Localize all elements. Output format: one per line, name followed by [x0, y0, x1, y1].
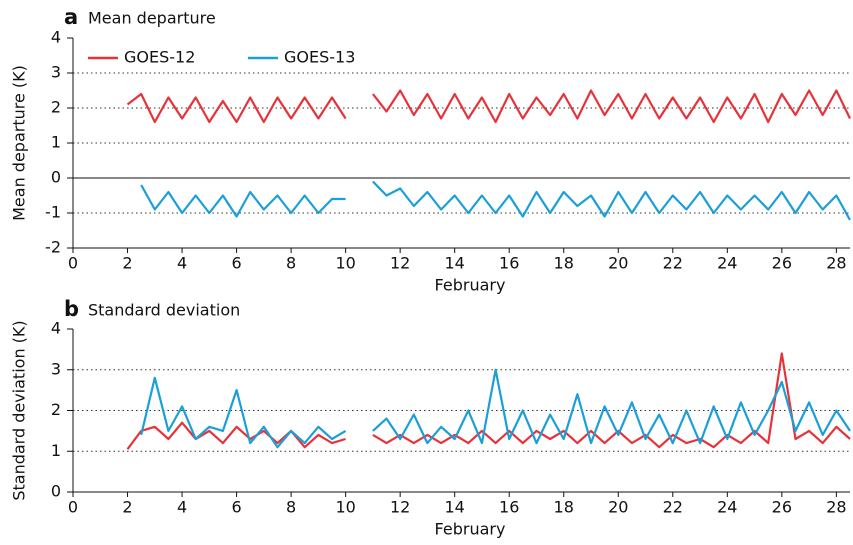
x-tick-label: 28: [826, 498, 846, 517]
legend-label: GOES-12: [124, 48, 195, 67]
x-tick-label: 18: [554, 498, 574, 517]
y-tick-label: -1: [45, 203, 61, 222]
x-tick-label: 12: [390, 254, 410, 273]
x-axis-label: February: [435, 520, 506, 539]
x-tick-label: 10: [335, 254, 355, 273]
x-tick-label: 20: [608, 254, 628, 273]
x-tick-label: 16: [499, 498, 519, 517]
x-tick-label: 20: [608, 498, 628, 517]
x-tick-label: 24: [717, 498, 737, 517]
series-line: [140, 368, 851, 449]
y-tick-label: -2: [45, 238, 61, 257]
y-tick-label: 0: [51, 168, 61, 187]
x-tick-label: 6: [231, 254, 241, 273]
y-tick-label: 4: [51, 28, 61, 47]
x-tick-label: 4: [177, 498, 187, 517]
x-tick-label: 28: [826, 254, 846, 273]
panel-label: b: [64, 297, 79, 321]
y-tick-label: 2: [51, 98, 61, 117]
y-tick-label: 4: [51, 319, 61, 338]
x-tick-label: 18: [554, 254, 574, 273]
x-tick-label: 22: [663, 498, 683, 517]
x-tick-label: 26: [772, 254, 792, 273]
x-tick-label: 26: [772, 498, 792, 517]
x-tick-label: 0: [68, 254, 78, 273]
x-tick-label: 8: [286, 498, 296, 517]
legend-label: GOES-13: [284, 48, 355, 67]
series-line: [140, 180, 851, 221]
x-tick-label: 0: [68, 498, 78, 517]
x-tick-label: 10: [335, 498, 355, 517]
y-tick-label: 3: [51, 359, 61, 378]
y-tick-label: 2: [51, 400, 61, 419]
x-tick-label: 14: [445, 498, 465, 517]
x-tick-label: 14: [445, 254, 465, 273]
x-tick-label: 8: [286, 254, 296, 273]
y-tick-label: 1: [51, 441, 61, 460]
x-tick-label: 6: [231, 498, 241, 517]
x-axis-label: February: [435, 276, 506, 295]
y-tick-label: 1: [51, 133, 61, 152]
y-tick-label: 3: [51, 63, 61, 82]
x-tick-label: 16: [499, 254, 519, 273]
x-tick-label: 4: [177, 254, 187, 273]
x-tick-label: 2: [122, 254, 132, 273]
x-tick-label: 2: [122, 498, 132, 517]
series-line: [126, 89, 851, 124]
x-tick-label: 22: [663, 254, 683, 273]
panel-title: Mean departure: [88, 9, 216, 28]
y-axis-label: Mean departure (K): [10, 65, 29, 221]
y-axis-label: Standard deviation (K): [10, 320, 29, 500]
x-tick-label: 12: [390, 498, 410, 517]
y-tick-label: 0: [51, 482, 61, 501]
panel-title: Standard deviation: [88, 301, 240, 320]
x-tick-label: 24: [717, 254, 737, 273]
panel-label: a: [64, 5, 78, 29]
